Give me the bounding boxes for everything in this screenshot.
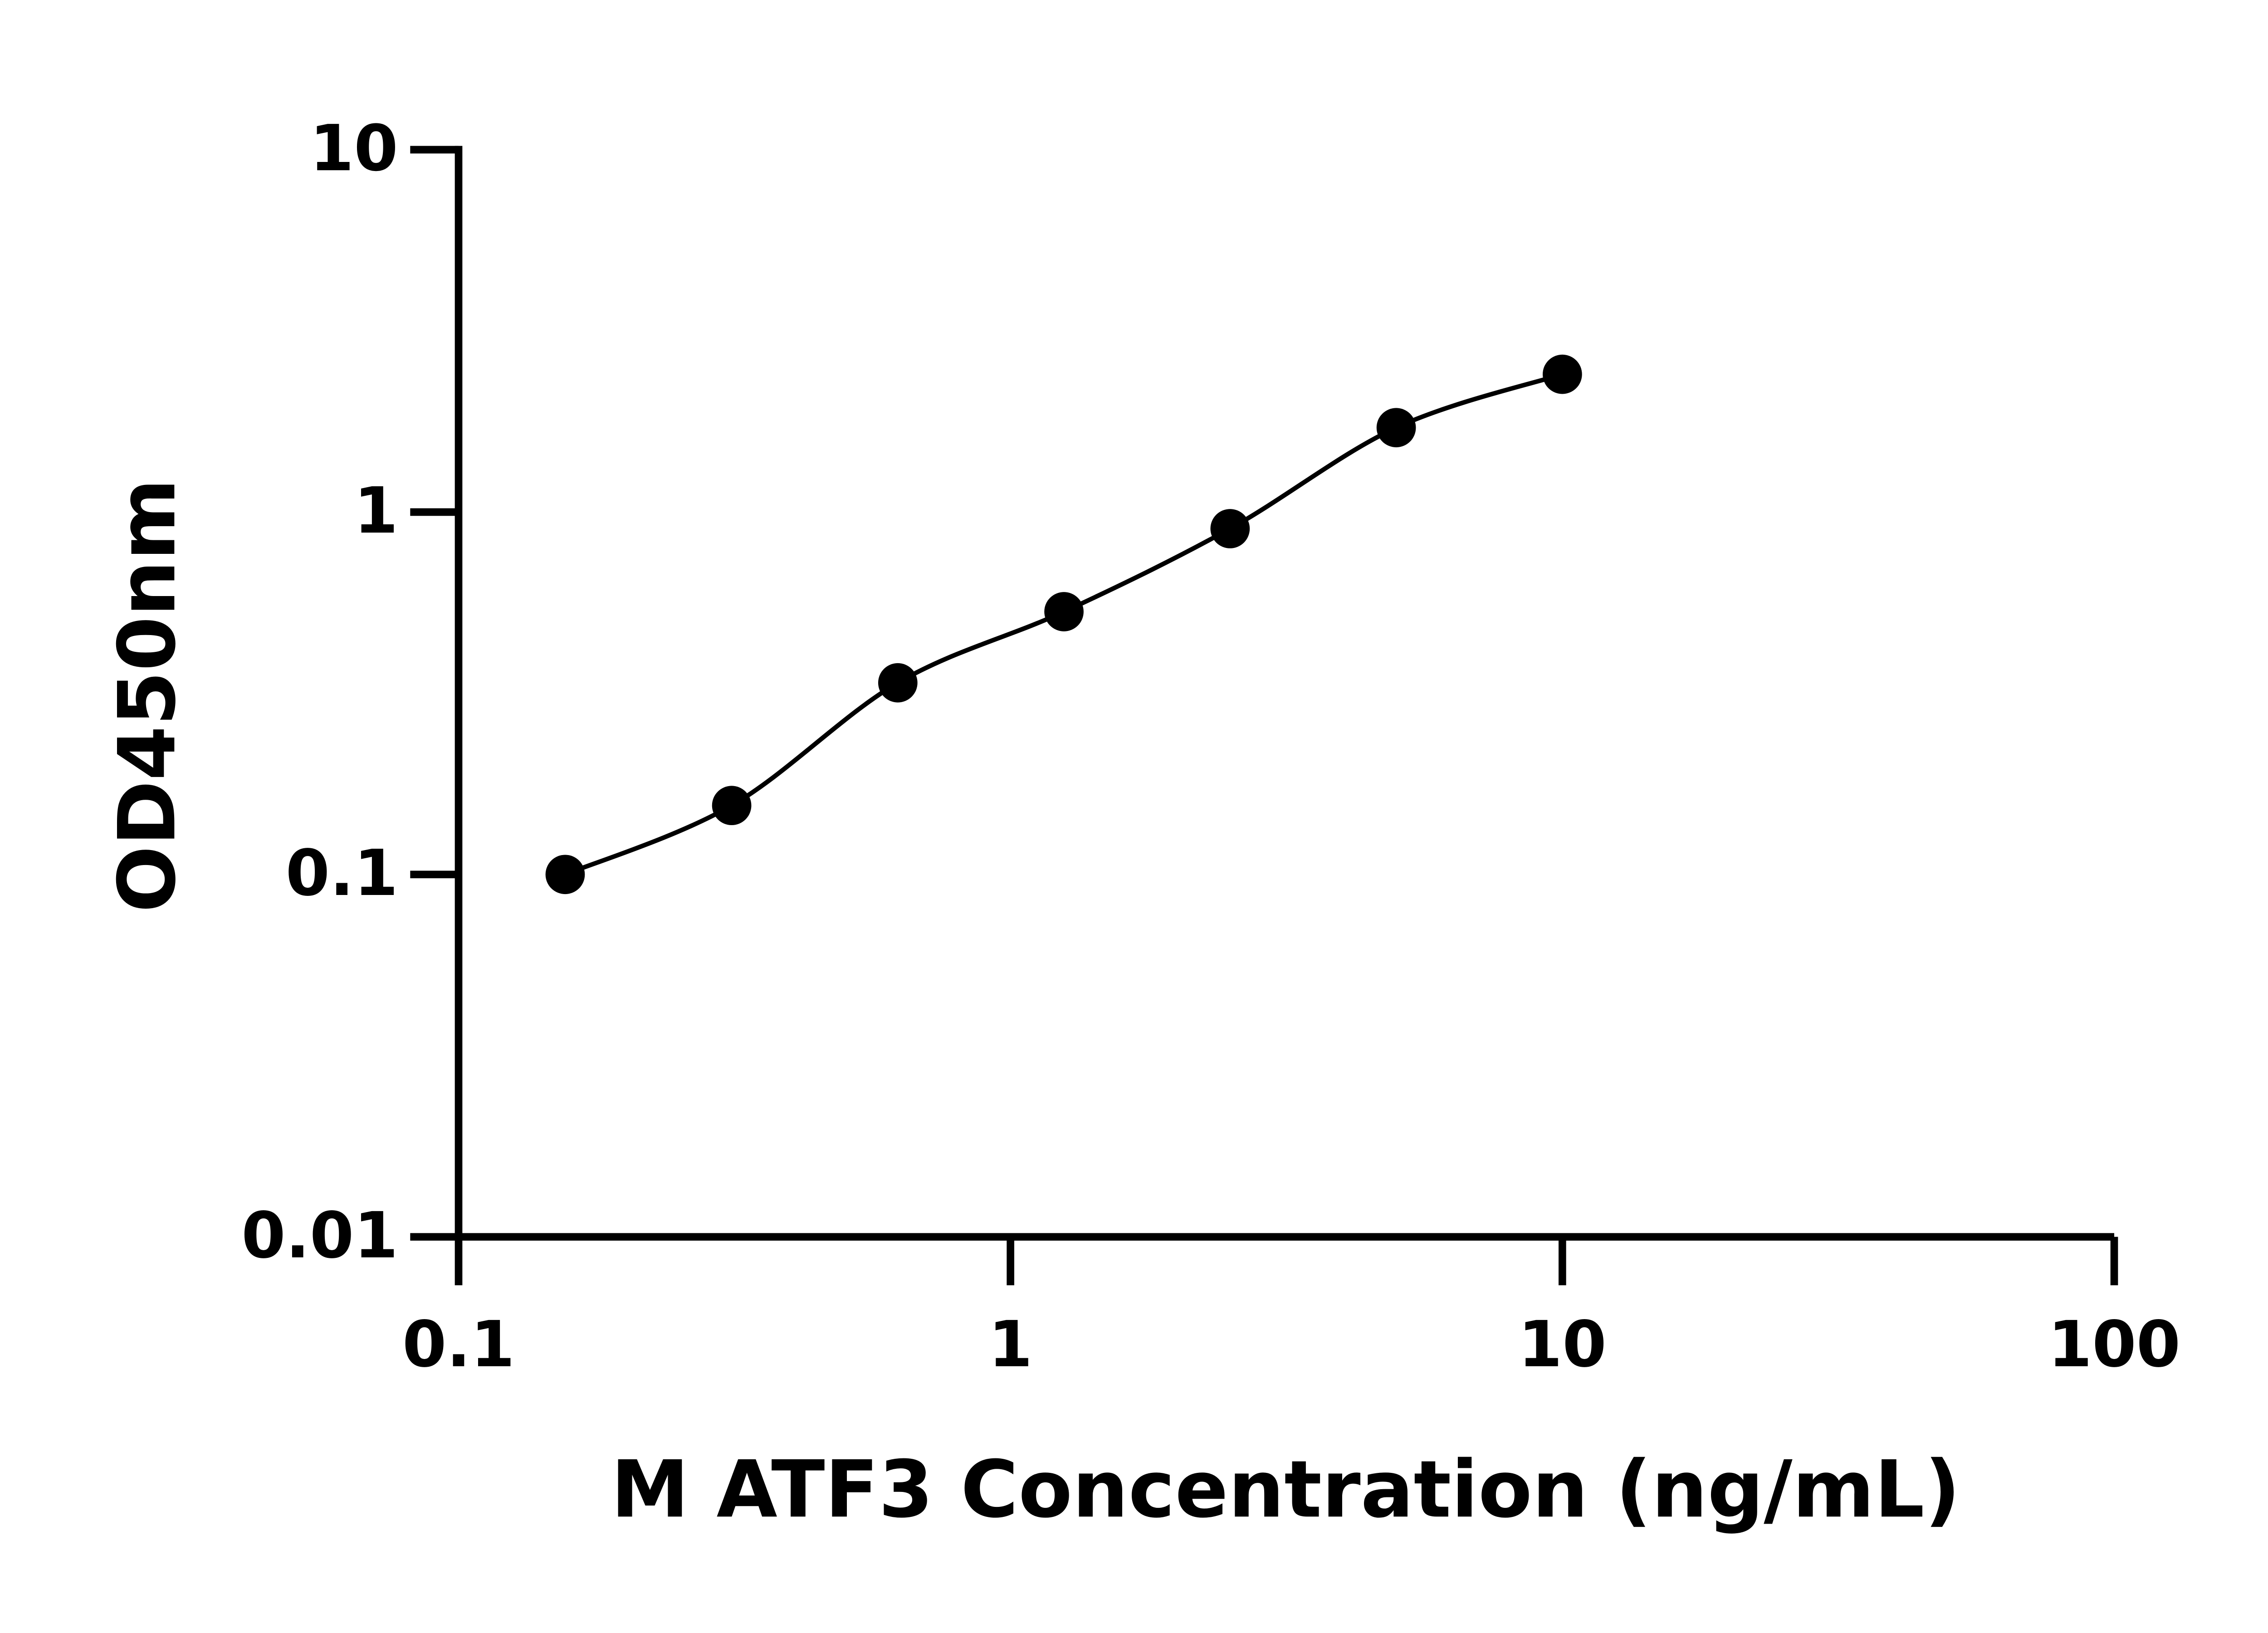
x-tick-label: 10 [1518, 1308, 1607, 1382]
data-point [878, 663, 918, 703]
y-tick-label: 0.01 [241, 1199, 398, 1273]
y-tick-label: 1 [354, 474, 398, 548]
data-point [1044, 592, 1084, 631]
y-tick-label: 0.1 [286, 836, 398, 910]
data-point [545, 855, 585, 895]
x-tick-label: 100 [2048, 1308, 2180, 1382]
y-tick-label: 10 [310, 112, 398, 186]
x-axis-title: M ATF3 Concentration (ng/mL) [611, 1443, 1960, 1535]
data-point [712, 786, 752, 826]
x-tick-label: 0.1 [402, 1308, 515, 1382]
y-axis-title: OD450nm [101, 479, 193, 913]
data-point [1376, 408, 1416, 448]
data-point [1543, 354, 1582, 394]
x-tick-label: 1 [988, 1308, 1032, 1382]
data-point [1210, 509, 1250, 548]
